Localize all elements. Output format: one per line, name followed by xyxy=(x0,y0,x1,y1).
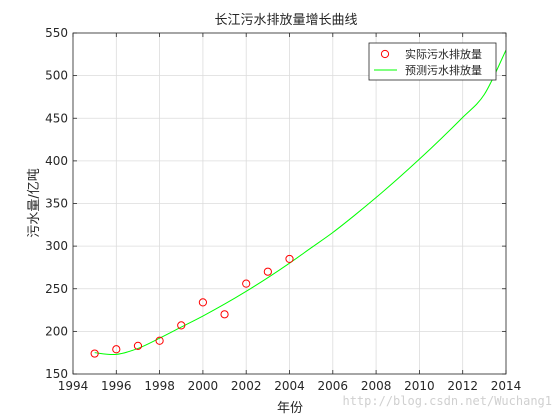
y-tick-label: 550 xyxy=(45,26,68,40)
y-tick-label: 200 xyxy=(45,324,68,338)
x-tick-label: 1996 xyxy=(101,379,132,393)
x-tick-label: 2012 xyxy=(447,379,478,393)
y-tick-label: 300 xyxy=(45,239,68,253)
x-tick-label: 2010 xyxy=(404,379,435,393)
x-tick-label: 2008 xyxy=(361,379,392,393)
y-tick-label: 150 xyxy=(45,367,68,381)
legend-box xyxy=(368,42,497,81)
data-point-actual xyxy=(242,279,251,288)
legend-label: 实际污水排放量 xyxy=(405,47,482,61)
y-tick-label: 250 xyxy=(45,282,68,296)
y-tick-label: 400 xyxy=(45,154,68,168)
chart-title: 长江污水排放量增长曲线 xyxy=(214,13,357,28)
legend-marker-actual xyxy=(380,49,390,59)
y-axis-label: 污水量/亿吨 xyxy=(27,168,42,237)
data-point-actual xyxy=(112,345,121,354)
x-tick-label: 1998 xyxy=(144,379,175,393)
data-point-actual xyxy=(177,321,186,330)
data-point-actual xyxy=(133,341,143,350)
x-tick-label: 1994 xyxy=(58,379,89,393)
x-axis-label: 年份 xyxy=(277,401,303,416)
x-tick-label: 2006 xyxy=(318,379,349,393)
x-tick-label: 2002 xyxy=(231,379,262,393)
watermark-text: http://blog.csdn.net/Wuchang1 xyxy=(342,394,552,408)
data-point-actual xyxy=(198,298,207,307)
data-point-actual xyxy=(285,254,294,264)
x-tick-label: 2014 xyxy=(491,379,522,393)
data-point-actual xyxy=(220,310,229,319)
y-tick-label: 450 xyxy=(45,111,68,125)
legend-label: 预测污水排放量 xyxy=(405,63,482,77)
x-tick-label: 2004 xyxy=(274,379,305,393)
data-point-actual xyxy=(155,336,164,345)
y-tick-label: 500 xyxy=(45,69,68,83)
y-tick-label: 350 xyxy=(45,197,68,211)
data-point-actual xyxy=(263,267,272,276)
x-tick-label: 2000 xyxy=(188,379,219,393)
data-point-actual xyxy=(90,349,99,358)
